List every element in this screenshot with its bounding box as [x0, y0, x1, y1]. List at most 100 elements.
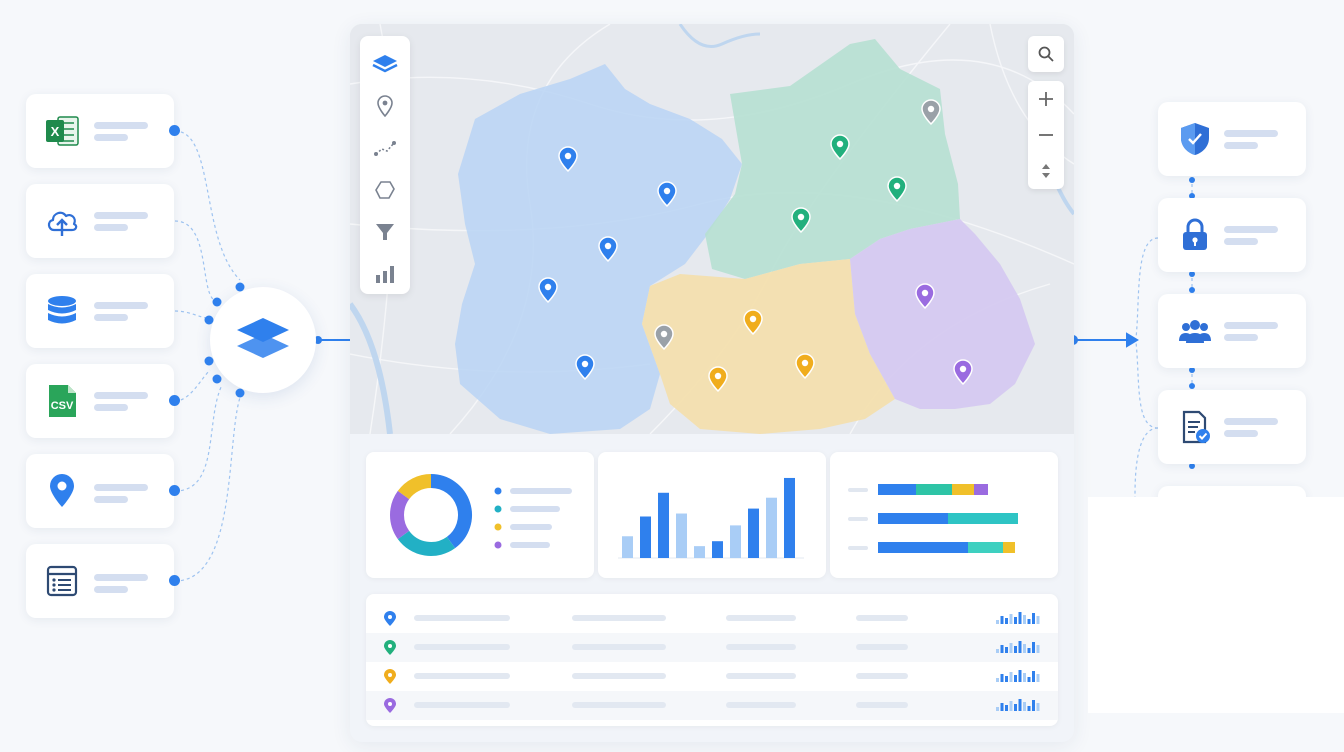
table-row[interactable]: [366, 604, 1058, 633]
zoom-out-icon: [1039, 134, 1053, 136]
pin-icon: [377, 95, 393, 117]
stacked-segment: [952, 484, 974, 495]
region-green: [705, 39, 960, 279]
region-blue: [455, 64, 742, 434]
stacked-segment: [948, 513, 1018, 524]
source-card-cloud-upload[interactable]: [26, 184, 174, 258]
stacked-segment: [878, 513, 948, 524]
source-card-form[interactable]: [26, 544, 174, 618]
users-icon: [1179, 320, 1211, 343]
map-marker[interactable]: [654, 324, 674, 351]
stacked-bar-chart: [848, 484, 1018, 553]
compliance-card[interactable]: [1158, 390, 1306, 464]
stacked-segment: [974, 484, 988, 495]
map-marker[interactable]: [598, 236, 618, 263]
map-marker[interactable]: [830, 134, 850, 161]
region-purple: [850, 219, 1035, 409]
compass-icon: [1042, 164, 1050, 178]
polygon-icon: [375, 181, 395, 199]
security-card[interactable]: [1158, 102, 1306, 176]
connector-dot: [169, 395, 180, 406]
bar-chart-widget: [598, 452, 826, 578]
excel-letter: X: [51, 124, 60, 139]
bar: [658, 492, 669, 558]
map-marker[interactable]: [575, 354, 595, 381]
map-search-button[interactable]: [1028, 36, 1064, 72]
tool-pin[interactable]: [369, 90, 401, 122]
table-row[interactable]: [366, 633, 1058, 662]
map-marker[interactable]: [795, 353, 815, 380]
bar: [748, 508, 759, 558]
donut-chart: [390, 474, 472, 556]
sparkline: [996, 670, 1040, 682]
layers-icon: [372, 55, 398, 73]
map-marker[interactable]: [921, 99, 941, 126]
source-card-csv[interactable]: CSV: [26, 364, 174, 438]
map-marker[interactable]: [915, 283, 935, 310]
sparkline: [996, 699, 1040, 711]
map-marker[interactable]: [953, 359, 973, 386]
map-marker[interactable]: [558, 146, 578, 173]
map-marker[interactable]: [538, 277, 558, 304]
map-marker[interactable]: [887, 176, 907, 203]
map-view[interactable]: [350, 24, 1074, 434]
blank-overlay: [1088, 497, 1344, 713]
csv-label: CSV: [51, 400, 74, 412]
donut-slice: [390, 490, 410, 540]
stacked-segment: [1003, 542, 1015, 553]
sparkline: [996, 641, 1040, 653]
zoom-in-button[interactable]: [1028, 81, 1064, 117]
map-marker[interactable]: [657, 181, 677, 208]
row-pin-icon: [384, 640, 396, 655]
map-canvas: [350, 24, 1074, 434]
source-card-excel[interactable]: X: [26, 94, 174, 168]
table-row[interactable]: [366, 691, 1058, 720]
map-marker[interactable]: [708, 366, 728, 393]
connector-dot: [169, 575, 180, 586]
zoom-controls: [1028, 81, 1064, 189]
tool-filter[interactable]: [369, 216, 401, 248]
route-icon: [374, 141, 396, 156]
search-icon: [1038, 46, 1054, 62]
map-marker[interactable]: [791, 207, 811, 234]
stacked-segment: [916, 484, 952, 495]
location-pin-icon: [50, 474, 74, 507]
access-card[interactable]: [1158, 198, 1306, 272]
row-pin-icon: [384, 698, 396, 713]
lock-icon: [1183, 218, 1207, 250]
table-row[interactable]: [366, 662, 1058, 691]
stacked-segment: [878, 542, 968, 553]
tool-route[interactable]: [369, 132, 401, 164]
map-toolbar: [360, 36, 410, 294]
compass-button[interactable]: [1028, 153, 1064, 189]
cloud-upload-icon: [47, 211, 78, 236]
donut-chart-widget: [366, 452, 594, 578]
zoom-out-button[interactable]: [1028, 117, 1064, 153]
bar: [730, 525, 741, 558]
tool-polygon[interactable]: [369, 174, 401, 206]
bar: [640, 516, 651, 558]
form-list-icon: [46, 565, 78, 597]
bar: [712, 541, 723, 558]
bar: [622, 536, 633, 558]
tool-chart[interactable]: [369, 258, 401, 290]
bar: [694, 546, 705, 558]
source-card-database[interactable]: [26, 274, 174, 348]
integration-hub[interactable]: [210, 287, 316, 393]
map-marker[interactable]: [743, 309, 763, 336]
layers-icon: [237, 318, 289, 358]
bar-chart: [618, 477, 804, 559]
row-pin-icon: [384, 611, 396, 626]
dashboard-panel: [350, 24, 1074, 742]
stacked-segment: [968, 542, 1003, 553]
shield-icon: [1181, 123, 1209, 155]
team-card[interactable]: [1158, 294, 1306, 368]
tool-layers[interactable]: [369, 48, 401, 80]
donut-slice: [430, 474, 472, 549]
bar: [766, 497, 777, 558]
donut-slice: [397, 530, 456, 556]
source-card-location[interactable]: [26, 454, 174, 528]
donut-legend: [494, 487, 574, 556]
zoom-in-icon: [1039, 92, 1053, 106]
